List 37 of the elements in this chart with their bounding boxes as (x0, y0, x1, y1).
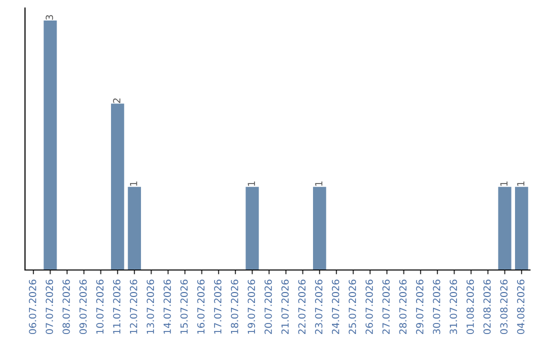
x-tick-label: 28.07.2026 (399, 280, 407, 334)
x-tick-label: 21.07.2026 (281, 280, 289, 334)
x-tick-label: 12.07.2026 (130, 280, 138, 334)
x-tick-label: 07.07.2026 (46, 280, 54, 334)
x-tick-label: 22.07.2026 (298, 280, 306, 334)
x-tick-label: 26.07.2026 (366, 280, 373, 334)
x-tick-label: 02.08.2026 (483, 280, 491, 334)
data-label: 2 (113, 98, 120, 103)
x-tick-label: 18.07.2026 (230, 280, 238, 334)
x-tick-label: 30.07.2026 (432, 280, 440, 334)
data-label: 1 (315, 182, 322, 186)
x-tick-label: 09.07.2026 (79, 280, 87, 334)
x-tick-label: 03.08.2026 (500, 280, 508, 334)
x-tick-label: 31.07.2026 (450, 280, 458, 334)
data-label: 3 (46, 15, 54, 20)
x-tick-label: 15.07.2026 (180, 280, 188, 334)
x-tick-label: 19.07.2026 (248, 280, 256, 334)
x-tick-label: 24.07.2026 (332, 280, 340, 334)
x-tick-label: 08.07.2026 (62, 280, 70, 334)
x-tick-label: 01.08.2026 (466, 280, 474, 334)
x-tick-label: 14.07.2026 (164, 280, 171, 334)
x-tick-label: 10.07.2026 (96, 280, 104, 334)
x-tick-label: 13.07.2026 (146, 280, 154, 334)
x-tick-label: 16.07.2026 (197, 280, 205, 334)
x-tick-label: 17.07.2026 (214, 280, 222, 334)
data-label: 1 (500, 182, 508, 186)
x-tick-label: 25.07.2026 (348, 280, 356, 334)
x-tick-label: 27.07.2026 (382, 280, 390, 334)
x-tick-label: 20.07.2026 (264, 280, 272, 334)
x-tick-label: 29.07.2026 (416, 280, 424, 334)
x-tick-label: 23.07.2026 (315, 280, 322, 334)
x-tick-label: 11.07.2026 (113, 280, 120, 334)
data-label: 1 (130, 182, 138, 186)
data-label: 1 (248, 182, 255, 186)
data-label: 1 (517, 182, 524, 186)
x-tick-label: 04.08.2026 (517, 280, 524, 334)
x-tick-label: 06.07.2026 (28, 280, 36, 334)
